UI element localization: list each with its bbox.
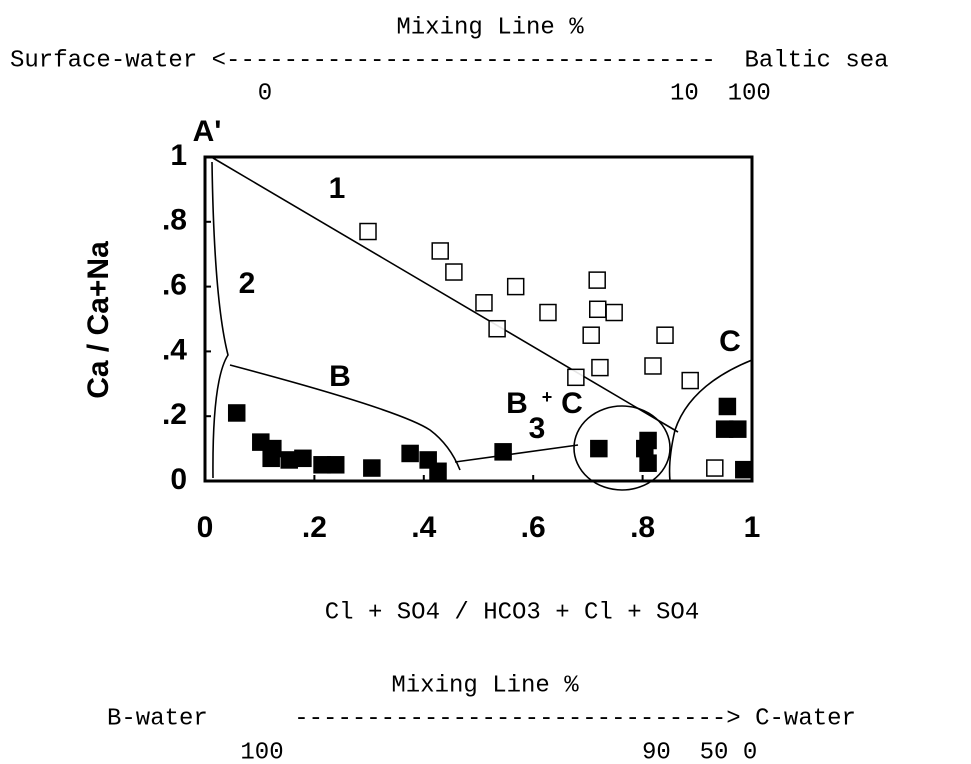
point (294, 449, 312, 468)
point (494, 443, 512, 461)
y-tick-label: .2 (162, 398, 187, 431)
annotation: Mixing Line % (396, 14, 584, 41)
point (644, 357, 662, 375)
annotation: B-water ------------------------------> … (107, 705, 856, 732)
annotation: Mixing Line % (391, 672, 579, 699)
point (729, 420, 747, 438)
point (429, 462, 447, 481)
annotation: 2 (239, 267, 256, 300)
point (605, 303, 623, 322)
annotation: + (542, 387, 553, 407)
point (735, 460, 753, 479)
point (681, 371, 699, 390)
x-tick-label: 1 (744, 511, 761, 544)
annotation: 1 (329, 172, 346, 205)
x-tick-label: 0 (197, 511, 214, 544)
annotation: C (561, 387, 583, 420)
boundary-curve (229, 364, 461, 471)
point (488, 319, 506, 338)
point (588, 300, 607, 319)
annotation: 3 (529, 412, 546, 445)
mixing-line (454, 444, 579, 463)
y-tick-label: .4 (162, 333, 187, 366)
annotation: 100 (240, 739, 283, 764)
annotation: 10 100 (670, 80, 771, 107)
y-tick-label: .6 (162, 269, 187, 302)
point (639, 454, 657, 472)
point (636, 439, 654, 458)
point (326, 456, 345, 474)
annotation: B (329, 360, 351, 393)
x-tick-label: .2 (302, 511, 327, 544)
annotation: 90 50 0 (642, 739, 757, 764)
point (656, 326, 674, 344)
y-tick-label: 0 (170, 463, 187, 496)
point (431, 242, 449, 260)
circle (573, 405, 671, 491)
annotation: 0 (258, 80, 272, 107)
point (445, 263, 463, 281)
boundary-curve (211, 161, 229, 479)
point (706, 459, 724, 477)
point (588, 271, 606, 289)
x-tick-label: .8 (630, 511, 655, 544)
y-axis-label: Ca / Ca+Na (82, 241, 115, 399)
point (475, 294, 493, 312)
annotation: C (719, 325, 741, 358)
y-tick-label: .8 (162, 204, 187, 237)
y-tick-label: 1 (170, 139, 187, 172)
point (539, 303, 557, 322)
annotation: A' (193, 115, 222, 148)
x-tick-label: .6 (521, 511, 546, 544)
point (227, 404, 246, 422)
annotation: B (506, 387, 528, 420)
point (718, 397, 737, 416)
boundary-curve (668, 359, 753, 482)
point (359, 222, 377, 241)
point (590, 439, 608, 458)
point (506, 277, 525, 296)
plot-frame (203, 155, 754, 483)
x-tick-label: .4 (411, 511, 436, 544)
point (567, 368, 585, 387)
point (363, 459, 381, 477)
point (582, 326, 600, 344)
point (262, 449, 280, 468)
point (401, 444, 419, 463)
mixing-line (212, 157, 679, 433)
x-axis-label: Cl + SO4 / HCO3 + Cl + SO4 (325, 599, 699, 626)
point (591, 358, 609, 377)
annotation: Surface-water <-------------------------… (10, 47, 889, 74)
boundary-curves (211, 157, 753, 491)
